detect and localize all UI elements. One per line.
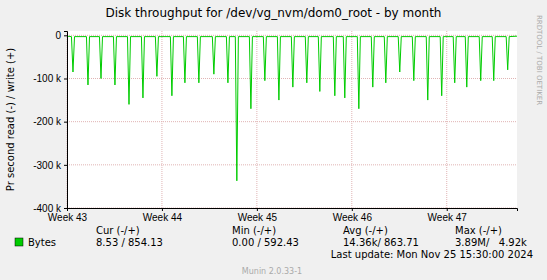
background	[0, 0, 547, 280]
legend: Bytes	[15, 237, 56, 248]
y-tick: -400 k	[33, 203, 67, 214]
grid-line-x	[446, 31, 447, 208]
x-tick-mark	[352, 208, 353, 211]
chart: Week 43 Week 44 Week 45 Week 46 Week 47 -400 …	[0, 0, 547, 280]
legend-swatch	[15, 238, 23, 246]
y-tick-mark	[64, 165, 67, 166]
y-tick-mark	[64, 78, 67, 79]
legend-label: Bytes	[28, 237, 56, 248]
grid-line-x	[161, 31, 162, 208]
stats-value: 14.36k/ 863.71	[343, 237, 419, 248]
stats-value: 0.00 / 592.43	[232, 237, 299, 248]
title: Disk throughput for /dev/vg_nvm/dom0_roo…	[106, 6, 442, 20]
last-update: Last update: Mon Nov 25 15:30:00 2024	[331, 249, 533, 260]
y-axis-title: Pr second read (-) / write (+)	[5, 48, 16, 191]
x-tick: Week 45	[238, 208, 278, 223]
x-tick-mark	[162, 208, 163, 211]
x-tick-label: Week 47	[428, 212, 468, 223]
footer: Munin 2.0.33-1	[242, 267, 302, 276]
grid-line-x	[351, 31, 352, 208]
stats-value: 3.89M/ 4.92k	[455, 237, 527, 248]
x-tick-mark	[257, 208, 258, 211]
x-axis-line	[68, 209, 518, 212]
y-axis: -400 k -300 k -200 k -100 k 0	[33, 30, 67, 214]
series-line	[67, 36, 517, 181]
x-tick: Week 46	[333, 208, 373, 223]
y-tick-label: -100 k	[33, 73, 62, 84]
grid	[67, 31, 517, 208]
y-tick-label: -300 k	[33, 160, 62, 171]
x-tick: Week 44	[143, 208, 183, 223]
grid-line-y	[67, 164, 517, 165]
side-label: RRDTOOL / TOBI OETIKER	[535, 15, 543, 105]
x-axis: Week 43 Week 44 Week 45 Week 46 Week 47	[48, 208, 518, 223]
y-tick: -300 k	[33, 160, 67, 171]
x-tick-label: Week 46	[333, 212, 373, 223]
y-tick: -200 k	[33, 116, 67, 127]
y-tick-label: 0	[55, 30, 61, 41]
grid-line-y	[67, 78, 517, 79]
y-tick: 0	[55, 30, 67, 41]
grid-line-x	[256, 31, 257, 208]
x-tick: Week 47	[428, 208, 468, 223]
y-tick: -100 k	[33, 73, 67, 84]
stats-header: Cur (-/+)	[96, 225, 140, 236]
x-tick-label: Week 44	[143, 212, 183, 223]
grid-line-y	[67, 35, 517, 36]
plot-area	[67, 31, 517, 208]
stats-value: 8.53 / 854.13	[96, 237, 163, 248]
x-tick-label: Week 45	[238, 212, 278, 223]
y-tick-label: -400 k	[33, 203, 62, 214]
stats-header: Avg (-/+)	[343, 225, 388, 236]
stats-header: Min (-/+)	[232, 225, 276, 236]
x-tick-mark	[447, 208, 448, 211]
y-tick-mark	[64, 208, 67, 209]
stats-header: Max (-/+)	[455, 225, 502, 236]
x-tick-label: Week 43	[48, 212, 88, 223]
marks	[67, 36, 517, 181]
y-tick-mark	[64, 122, 67, 123]
y-tick-mark	[64, 35, 67, 36]
y-tick-label: -200 k	[33, 116, 62, 127]
grid-line-y	[67, 121, 517, 122]
y-axis-line	[64, 32, 68, 209]
